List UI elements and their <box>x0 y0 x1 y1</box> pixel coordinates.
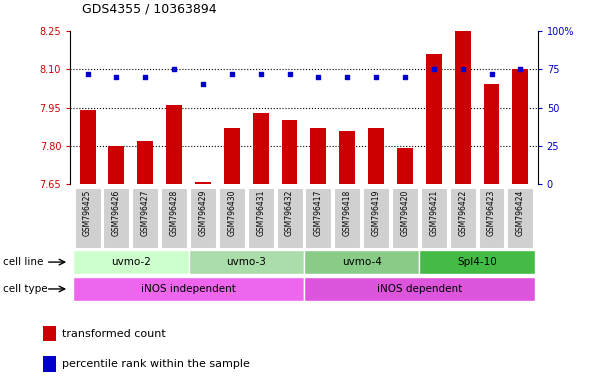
Bar <box>166 105 182 184</box>
Point <box>516 66 525 72</box>
Text: uvmo-3: uvmo-3 <box>226 257 266 267</box>
Point <box>371 74 381 80</box>
Text: GSM796431: GSM796431 <box>256 190 265 236</box>
Text: GSM796425: GSM796425 <box>83 190 92 236</box>
FancyBboxPatch shape <box>450 188 475 248</box>
Bar <box>483 84 499 184</box>
Bar <box>79 110 95 184</box>
FancyBboxPatch shape <box>189 250 304 274</box>
Bar <box>368 128 384 184</box>
Point <box>285 71 295 77</box>
Text: cell type: cell type <box>3 284 48 294</box>
Text: GSM796423: GSM796423 <box>487 190 496 236</box>
Bar <box>43 356 56 372</box>
Point <box>169 66 179 72</box>
Point <box>400 74 410 80</box>
FancyBboxPatch shape <box>392 188 418 248</box>
FancyBboxPatch shape <box>73 250 189 274</box>
Point <box>82 71 92 77</box>
Bar <box>513 69 529 184</box>
FancyBboxPatch shape <box>306 188 331 248</box>
Text: iNOS independent: iNOS independent <box>141 284 236 294</box>
Text: percentile rank within the sample: percentile rank within the sample <box>62 359 250 369</box>
Text: Spl4-10: Spl4-10 <box>457 257 497 267</box>
Text: transformed count: transformed count <box>62 329 166 339</box>
Text: GSM796426: GSM796426 <box>112 190 121 236</box>
FancyBboxPatch shape <box>363 188 389 248</box>
FancyBboxPatch shape <box>478 188 505 248</box>
Text: GSM796430: GSM796430 <box>227 190 236 237</box>
Text: GSM796424: GSM796424 <box>516 190 525 236</box>
FancyBboxPatch shape <box>421 188 447 248</box>
Text: GSM796432: GSM796432 <box>285 190 294 236</box>
Bar <box>43 326 56 341</box>
Point <box>342 74 352 80</box>
Point <box>313 74 323 80</box>
FancyBboxPatch shape <box>133 188 158 248</box>
Text: GSM796428: GSM796428 <box>170 190 178 236</box>
Text: GSM796417: GSM796417 <box>314 190 323 236</box>
Bar <box>137 141 153 184</box>
FancyBboxPatch shape <box>304 277 535 301</box>
Text: GSM796420: GSM796420 <box>400 190 409 236</box>
Point <box>112 74 122 80</box>
Bar <box>455 31 470 184</box>
FancyBboxPatch shape <box>247 188 274 248</box>
Text: uvmo-4: uvmo-4 <box>342 257 382 267</box>
Bar <box>397 149 413 184</box>
Text: GDS4355 / 10363894: GDS4355 / 10363894 <box>82 2 217 15</box>
FancyBboxPatch shape <box>419 250 535 274</box>
Text: GSM796422: GSM796422 <box>458 190 467 236</box>
Bar <box>339 131 355 184</box>
Point <box>256 71 266 77</box>
Text: iNOS dependent: iNOS dependent <box>377 284 462 294</box>
Bar <box>195 182 211 184</box>
Point <box>198 81 208 88</box>
FancyBboxPatch shape <box>75 188 101 248</box>
Text: cell line: cell line <box>3 257 43 267</box>
FancyBboxPatch shape <box>277 188 302 248</box>
FancyBboxPatch shape <box>103 188 130 248</box>
Text: GSM796421: GSM796421 <box>430 190 438 236</box>
Point <box>458 66 467 72</box>
Bar <box>224 128 240 184</box>
FancyBboxPatch shape <box>507 188 533 248</box>
Bar <box>109 146 125 184</box>
Text: GSM796418: GSM796418 <box>343 190 352 236</box>
Text: GSM796429: GSM796429 <box>199 190 208 236</box>
FancyBboxPatch shape <box>190 188 216 248</box>
FancyBboxPatch shape <box>219 188 245 248</box>
Text: GSM796427: GSM796427 <box>141 190 150 236</box>
Point <box>141 74 150 80</box>
Point <box>227 71 236 77</box>
FancyBboxPatch shape <box>161 188 187 248</box>
Point <box>429 66 439 72</box>
FancyBboxPatch shape <box>334 188 360 248</box>
Text: GSM796419: GSM796419 <box>371 190 381 236</box>
Bar <box>426 54 442 184</box>
FancyBboxPatch shape <box>304 250 419 274</box>
Bar <box>253 113 269 184</box>
Text: uvmo-2: uvmo-2 <box>111 257 151 267</box>
Bar <box>310 128 326 184</box>
Point <box>486 71 496 77</box>
FancyBboxPatch shape <box>73 277 304 301</box>
Bar <box>282 120 298 184</box>
